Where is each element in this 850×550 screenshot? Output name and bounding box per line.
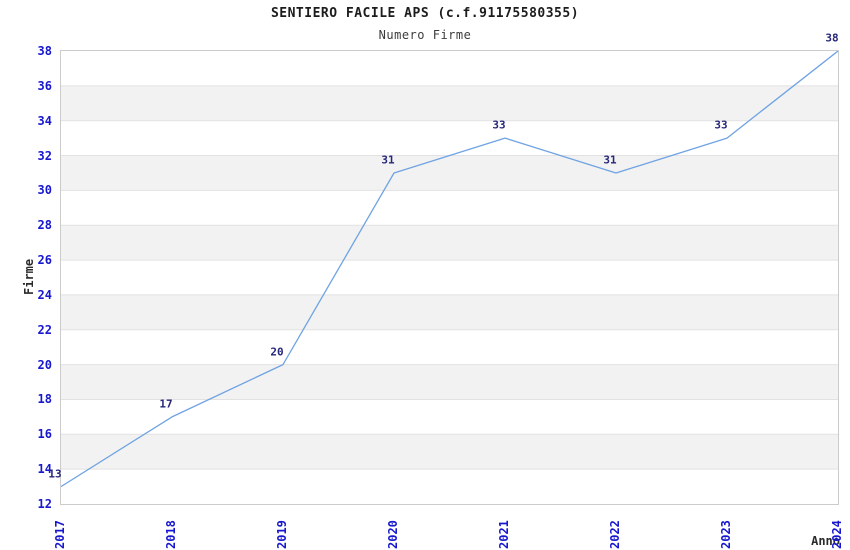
y-tick-label: 32 — [37, 148, 52, 163]
x-tick-label: 2020 — [386, 520, 400, 549]
band-gray — [61, 155, 838, 191]
y-tick-label: 16 — [37, 427, 52, 442]
band-white — [61, 329, 838, 365]
line-chart-svg — [61, 51, 838, 504]
x-tick-label: 2023 — [719, 520, 733, 549]
y-tick-label: 38 — [37, 44, 52, 58]
x-tick-label: 2022 — [608, 520, 622, 549]
y-tick-label: 22 — [37, 322, 52, 337]
x-tick-label: 2021 — [497, 520, 511, 549]
band-white — [61, 469, 838, 504]
y-tick-label: 18 — [37, 392, 52, 407]
band-white — [61, 51, 838, 86]
band-white — [61, 190, 838, 226]
plot-area — [60, 50, 839, 505]
x-tick-label: 2018 — [164, 520, 178, 549]
x-tick-label: 2017 — [53, 520, 67, 549]
chart-subtitle: Numero Firme — [378, 28, 472, 42]
y-tick-label: 14 — [37, 462, 52, 477]
band-white — [61, 260, 838, 295]
y-tick-label: 28 — [37, 218, 52, 233]
y-tick-label: 30 — [37, 183, 52, 198]
y-tick-label: 24 — [37, 287, 52, 302]
data-point-label: 31 — [381, 153, 395, 167]
y-tick-label: 36 — [37, 78, 52, 93]
y-tick-label: 20 — [37, 357, 52, 372]
band-gray — [61, 85, 838, 121]
band-gray — [61, 364, 838, 400]
data-point-label: 31 — [603, 153, 617, 167]
chart-title: SENTIERO FACILE APS (c.f.91175580355) — [270, 6, 580, 21]
band-gray — [61, 225, 838, 261]
band-white — [61, 120, 838, 156]
y-tick-label: 26 — [37, 253, 52, 268]
data-point-label: 33 — [714, 118, 728, 132]
band-white — [61, 399, 838, 435]
data-line — [61, 51, 838, 488]
y-tick-label: 34 — [37, 113, 52, 128]
band-gray — [61, 434, 838, 470]
band-gray — [61, 294, 838, 330]
data-point-label: 13 — [48, 467, 62, 481]
data-point-label: 20 — [270, 345, 284, 359]
x-axis-title: Anno — [811, 534, 840, 548]
x-tick-label: 2019 — [275, 520, 289, 549]
data-point-label: 17 — [159, 397, 173, 411]
data-point-label: 38 — [825, 31, 839, 45]
data-point-label: 33 — [492, 118, 506, 132]
y-tick-label: 12 — [37, 497, 52, 511]
x-tick-label: 2024 — [830, 520, 844, 549]
